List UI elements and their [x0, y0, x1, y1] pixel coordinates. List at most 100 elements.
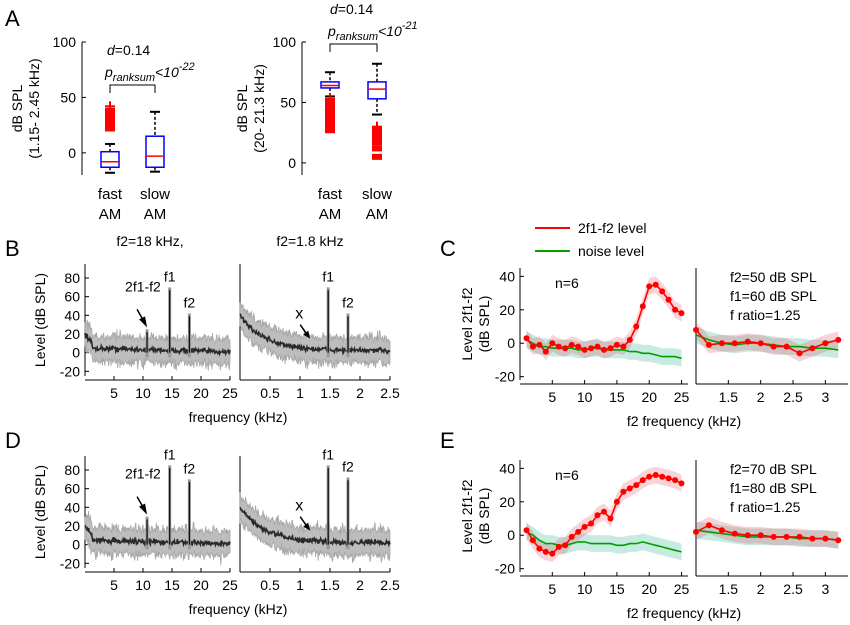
- signal-point: [822, 340, 829, 347]
- box-fast-am: [100, 101, 120, 174]
- signal-band-right: [696, 516, 839, 549]
- signal-point: [529, 343, 536, 350]
- signal-point: [835, 537, 842, 544]
- stat-p-value: pranksum<10-22: [104, 61, 195, 84]
- category-label: fast: [318, 186, 343, 203]
- y-tick-label: 40: [499, 268, 515, 284]
- x-tick-label: 15: [164, 385, 180, 401]
- stimulus-param: f2=70 dB SPL: [730, 461, 817, 477]
- signal-point: [633, 482, 640, 489]
- x-tick-label: 1.5: [320, 577, 340, 593]
- stat-p-exponent: -22: [179, 61, 195, 73]
- signal-point: [620, 343, 627, 350]
- signal-point: [770, 343, 777, 350]
- outlier-mark: [372, 139, 382, 146]
- signal-point: [796, 533, 803, 540]
- peak-label: f1: [164, 268, 176, 284]
- stimulus-param: f ratio=1.25: [730, 307, 801, 323]
- box-slow-am: [145, 110, 165, 173]
- x-tick-label: 10: [135, 577, 151, 593]
- x-tick-label: 2: [356, 577, 364, 593]
- peak-label: f2: [184, 460, 196, 476]
- y-tick-label: 40: [64, 307, 80, 323]
- x-tick-label: 15: [164, 577, 180, 593]
- x-tick-label: 3: [821, 581, 829, 597]
- peak-label: f2: [184, 294, 196, 310]
- arrow-head: [139, 316, 148, 328]
- outlier-mark: [325, 109, 335, 116]
- signal-point: [588, 520, 595, 527]
- y-tick-label: 0: [72, 345, 80, 361]
- x-tick-label: 25: [222, 577, 238, 593]
- spectrum-range-right: [239, 492, 391, 564]
- panel-c: 40 20 0 -20 Level 2f1-f2 (dB SPL) 5 10 15 20 25 1.5…: [459, 220, 848, 429]
- signal-point: [588, 345, 595, 352]
- box-slow-am: [367, 62, 387, 160]
- signal-point: [678, 480, 685, 487]
- x-tick-label: 10: [577, 389, 593, 405]
- panel-letter-a: A: [5, 6, 20, 31]
- signal-point: [672, 477, 679, 484]
- outlier-mark: [105, 111, 115, 118]
- x-tick-label: 2.5: [380, 577, 400, 593]
- y-axis-sublabel: (20- 21.3 kHz): [251, 64, 267, 153]
- y-tick-label: 0: [68, 145, 76, 161]
- spectrum-mean-left: [84, 332, 231, 357]
- x-tick-label: 20: [641, 581, 657, 597]
- category-label: fast: [98, 186, 123, 203]
- x-axis-label: frequency (kHz): [189, 409, 288, 425]
- x-tick-label: 1: [296, 385, 304, 401]
- stat-p-rest: <10: [155, 64, 179, 80]
- stimulus-param: f ratio=1.25: [730, 499, 801, 515]
- y-axis-sublabel: (1.15- 2.45 kHz): [26, 58, 42, 158]
- signal-band-left: [526, 276, 682, 360]
- x-tick-label: 5: [548, 581, 556, 597]
- x-tick-label: 15: [609, 581, 625, 597]
- signal-point: [659, 288, 666, 295]
- panel-letter-c: C: [440, 236, 456, 261]
- arrow-head: [139, 503, 148, 515]
- x-tick-label: 1: [296, 577, 304, 593]
- signal-point: [613, 341, 620, 348]
- signal-point: [646, 283, 653, 290]
- x-tick-label: 2: [356, 385, 364, 401]
- signal-point: [633, 323, 640, 330]
- signal-point: [646, 473, 653, 480]
- y-tick-label: 50: [280, 94, 296, 110]
- x-tick-label: 20: [193, 385, 209, 401]
- signal-point: [809, 535, 816, 542]
- y-tick-label: -20: [495, 369, 515, 385]
- spectrum-range-left: [84, 319, 231, 371]
- x-tick-label: 5: [548, 389, 556, 405]
- x-tick-label: 1.5: [320, 385, 340, 401]
- arrow-head: [303, 522, 311, 531]
- signal-point: [744, 338, 751, 345]
- y-tick-label: 80: [64, 462, 80, 478]
- box-iqr: [145, 135, 165, 168]
- signal-point: [562, 345, 569, 352]
- signal-point: [529, 537, 536, 544]
- signal-point: [613, 498, 620, 505]
- x-tick-label: 20: [641, 389, 657, 405]
- stat-effect-size: d=0.14: [330, 1, 373, 17]
- signal-point: [718, 340, 725, 347]
- y-tick-label: 60: [64, 289, 80, 305]
- signal-point: [594, 512, 601, 519]
- y-tick-label: 20: [64, 518, 80, 534]
- y-tick-label: -20: [60, 363, 80, 379]
- outlier-mark: [372, 153, 382, 160]
- signal-point: [581, 346, 588, 353]
- y-tick-label: 40: [64, 499, 80, 515]
- signal-point: [822, 535, 829, 542]
- signal-point: [542, 348, 549, 355]
- x-tick-label: 5: [110, 577, 118, 593]
- signal-point: [705, 341, 712, 348]
- signal-point: [523, 335, 530, 342]
- y-axis-label: Level 2f1-f2: [459, 479, 475, 552]
- signal-point: [626, 485, 633, 492]
- signal-point: [607, 515, 614, 522]
- y-axis-sublabel: (dB SPL): [476, 296, 492, 353]
- panel-a: 100 50 0 dB SPL (1.15- 2.45 kHz) fast AM slow AM…: [9, 34, 195, 223]
- outlier-mark: [105, 125, 115, 132]
- x-tick-label: 2.5: [783, 581, 803, 597]
